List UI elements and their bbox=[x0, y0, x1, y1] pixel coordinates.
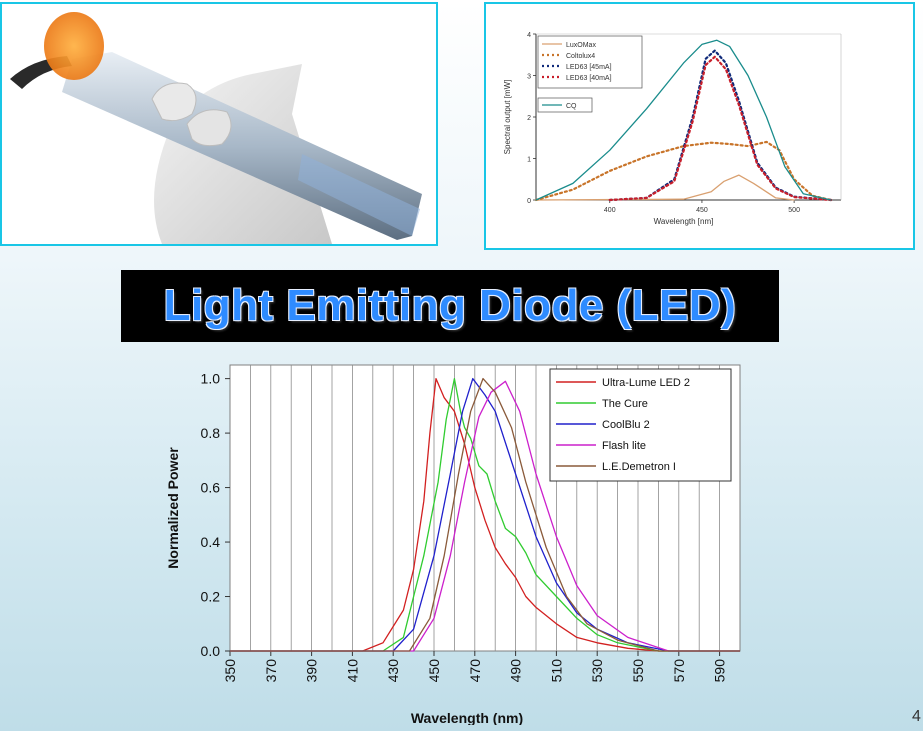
x-tick-label: 590 bbox=[712, 659, 728, 683]
normalized-power-chart: 0.0 0.2 0.4 0.6 0.8 1.0 350 370 390 410 430 450 470 4… bbox=[165, 364, 741, 725]
series-line bbox=[608, 49, 833, 202]
page-title: Light Emitting Diode (LED) bbox=[163, 281, 737, 330]
x-tick-label: 510 bbox=[548, 659, 564, 683]
x-tick-label: 350 bbox=[222, 659, 238, 683]
y-tick-label: 0.8 bbox=[201, 425, 221, 441]
x-tick-label: 450 bbox=[696, 207, 708, 214]
x-tick-label: 530 bbox=[589, 659, 605, 683]
x-tick-label: 570 bbox=[671, 659, 687, 683]
legend-label: CQ bbox=[566, 103, 577, 110]
series-line bbox=[230, 380, 740, 652]
x-tick-label: 450 bbox=[426, 659, 442, 683]
y-tick-label: 0.2 bbox=[201, 589, 221, 605]
title-banner: Light Emitting Diode (LED) bbox=[121, 270, 779, 342]
legend-label: Coltolux4 bbox=[566, 53, 595, 60]
x-tick-label: 370 bbox=[263, 659, 279, 683]
legend-label: Flash lite bbox=[602, 440, 646, 452]
legend-label: LuxOMax bbox=[566, 42, 596, 49]
legend: LuxOMax Coltolux4 LED63 [45mA] LED63 [40mA]… bbox=[537, 35, 643, 113]
x-tick-label: 410 bbox=[344, 659, 360, 683]
page-number: 4 bbox=[912, 708, 921, 725]
orange-shield bbox=[44, 12, 104, 80]
legend-label: The Cure bbox=[602, 398, 648, 410]
x-tick-label: 430 bbox=[385, 659, 401, 683]
y-tick-label: 2 bbox=[527, 115, 531, 122]
y-tick-label: 3 bbox=[527, 74, 531, 81]
series-line bbox=[230, 377, 740, 652]
x-axis-label: Wavelength [nm] bbox=[654, 217, 714, 226]
series-line bbox=[230, 377, 740, 652]
series-line bbox=[535, 174, 795, 201]
legend-label: CoolBlu 2 bbox=[602, 419, 650, 431]
y-tick-label: 0.0 bbox=[201, 643, 221, 659]
y-tick-label: 1.0 bbox=[201, 371, 221, 387]
y-tick-label: 0 bbox=[527, 198, 531, 205]
legend-label: L.E.Demetron I bbox=[602, 461, 676, 473]
x-tick-label: 390 bbox=[304, 659, 320, 683]
y-axis-label: Normalized Power bbox=[165, 447, 181, 569]
x-axis-label: Wavelength (nm) bbox=[411, 710, 523, 725]
legend-box bbox=[537, 35, 643, 89]
y-tick-label: 0.4 bbox=[201, 534, 221, 550]
y-axis-label: Spectral output [mW] bbox=[503, 80, 512, 155]
series-line bbox=[535, 39, 832, 201]
spectral-output-chart: 0 1 2 3 4 400 450 500 Wavelength [nm] Spectral ou… bbox=[503, 32, 842, 226]
legend-label: LED63 [40mA] bbox=[566, 75, 612, 82]
spectral-output-chart-frame: 0 1 2 3 4 400 450 500 Wavelength [nm] Spectral ou… bbox=[484, 2, 915, 250]
x-tick-label: 550 bbox=[630, 659, 646, 683]
legend-label: LED63 [45mA] bbox=[566, 64, 612, 71]
y-tick-label: 1 bbox=[527, 157, 531, 164]
legend-box-cq bbox=[537, 97, 593, 113]
y-tick-label: 0.6 bbox=[201, 480, 221, 496]
legend-label: Ultra-Lume LED 2 bbox=[602, 377, 690, 389]
curing-light-illustration bbox=[2, 4, 436, 244]
series-line bbox=[230, 377, 740, 652]
legend-box bbox=[549, 368, 732, 482]
curing-light-photo bbox=[0, 2, 438, 246]
x-tick-label: 490 bbox=[508, 659, 524, 683]
x-tick-label: 470 bbox=[467, 659, 483, 683]
x-tick-label: 500 bbox=[788, 207, 800, 214]
x-tick-label: 400 bbox=[604, 207, 616, 214]
series-line bbox=[608, 55, 833, 202]
y-tick-label: 4 bbox=[527, 32, 531, 39]
series-line bbox=[230, 377, 740, 652]
legend: Ultra-Lume LED 2 The Cure CoolBlu 2 Flash l… bbox=[549, 368, 732, 482]
